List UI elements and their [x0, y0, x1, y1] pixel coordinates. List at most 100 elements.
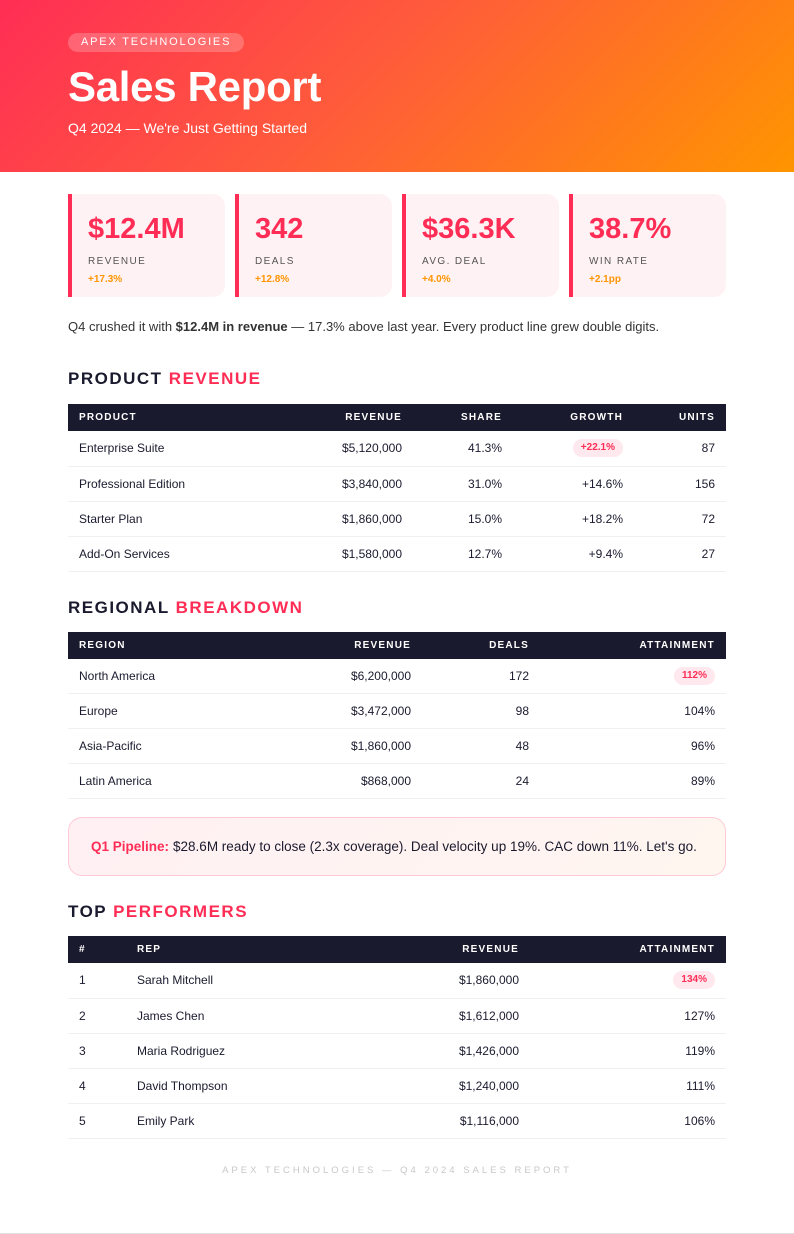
- cell-rank: 3: [68, 1033, 126, 1069]
- kpi-delta: +2.1pp: [589, 274, 621, 285]
- cell-share: 15.0%: [413, 501, 513, 537]
- cell-deals: 98: [422, 693, 540, 729]
- cell-attainment: 89%: [540, 763, 726, 799]
- cell-revenue: $1,116,000: [382, 1103, 530, 1139]
- kpi-value: $36.3K: [422, 213, 516, 245]
- cell-attainment: 111%: [530, 1068, 726, 1104]
- section-title-accent: REVENUE: [168, 369, 262, 388]
- cell-rank: 5: [68, 1103, 126, 1139]
- cell-attainment: 119%: [530, 1033, 726, 1069]
- cell-units: 72: [634, 501, 726, 537]
- cell-attainment: 96%: [540, 728, 726, 764]
- cell-revenue: $1,240,000: [382, 1068, 530, 1104]
- column-header: #: [79, 944, 86, 955]
- page-subtitle: Q4 2024 — We're Just Getting Started: [68, 120, 307, 136]
- kpi-card-win-rate: 38.7% WIN RATE +2.1pp: [569, 194, 726, 297]
- report-body: $12.4M REVENUE +17.3% 342 DEALS +12.8% $…: [0, 172, 794, 1176]
- table-row: 1 Sarah Mitchell $1,860,000 134%: [68, 963, 726, 999]
- section-title-top-performers: TOP PERFORMERS: [68, 902, 726, 922]
- report-header: APEX TECHNOLOGIES Sales Report Q4 2024 —…: [0, 0, 794, 172]
- kpi-value: 38.7%: [589, 213, 672, 245]
- column-header: ATTAINMENT: [639, 639, 715, 651]
- callout-lead: Q1 Pipeline:: [91, 839, 170, 854]
- table-row: North America $6,200,000 172 112%: [68, 658, 726, 694]
- cell-revenue: $1,580,000: [293, 536, 413, 572]
- table-header-row: # REP REVENUE ATTAINMENT: [68, 936, 726, 963]
- section-title-regional-breakdown: REGIONAL BREAKDOWN: [68, 598, 726, 618]
- cell-revenue: $1,860,000: [382, 963, 530, 999]
- cell-product: Starter Plan: [68, 501, 293, 537]
- column-header: DEALS: [489, 639, 529, 651]
- section-title-main: REGIONAL: [68, 597, 170, 617]
- kpi-label: REVENUE: [88, 256, 147, 267]
- section-title-main: PRODUCT: [68, 369, 163, 388]
- kpi-label: WIN RATE: [589, 256, 649, 267]
- kpi-value: $12.4M: [88, 213, 185, 245]
- cell-revenue: $1,860,000: [293, 501, 413, 537]
- column-header: REVENUE: [462, 944, 519, 955]
- table-row: Add-On Services $1,580,000 12.7% +9.4% 2…: [68, 536, 726, 572]
- cell-units: 27: [634, 536, 726, 572]
- table-row: 4 David Thompson $1,240,000 111%: [68, 1068, 726, 1104]
- kpi-label: DEALS: [255, 256, 295, 267]
- report-footer: APEX TECHNOLOGIES — Q4 2024 SALES REPORT: [222, 1164, 572, 1176]
- kpi-cards: $12.4M REVENUE +17.3% 342 DEALS +12.8% $…: [68, 194, 726, 297]
- column-header: REVENUE: [354, 639, 411, 651]
- cell-units: 87: [634, 431, 726, 467]
- cell-rank: 2: [68, 998, 126, 1034]
- table-row: 2 James Chen $1,612,000 127%: [68, 998, 726, 1034]
- cell-units: 156: [634, 466, 726, 502]
- column-header: REP: [137, 944, 162, 955]
- column-header: PRODUCT: [79, 412, 137, 423]
- section-title-main: TOP: [68, 902, 107, 921]
- table-header-row: PRODUCT REVENUE SHARE GROWTH UNITS: [68, 404, 726, 431]
- cell-rank: 1: [68, 963, 126, 999]
- cell-revenue: $868,000: [288, 763, 422, 799]
- table-row: Europe $3,472,000 98 104%: [68, 693, 726, 729]
- cell-rep: David Thompson: [126, 1068, 382, 1104]
- company-badge: APEX TECHNOLOGIES: [68, 33, 245, 52]
- table-row: Latin America $868,000 24 89%: [68, 763, 726, 799]
- section-title-product-revenue: PRODUCT REVENUE: [68, 369, 726, 389]
- cell-attainment: 127%: [530, 998, 726, 1034]
- cell-region: Latin America: [68, 763, 288, 799]
- kpi-card-revenue: $12.4M REVENUE +17.3%: [68, 194, 225, 297]
- q1-pipeline-callout: Q1 Pipeline: $28.6M ready to close (2.3x…: [68, 817, 726, 876]
- cell-region: North America: [68, 658, 288, 694]
- column-header: REGION: [79, 639, 126, 651]
- column-header: GROWTH: [570, 412, 623, 423]
- cell-deals: 172: [422, 658, 540, 694]
- cell-revenue: $6,200,000: [288, 658, 422, 694]
- cell-rep: Maria Rodriguez: [126, 1033, 382, 1069]
- column-header: SHARE: [460, 412, 502, 423]
- cell-growth: +9.4%: [513, 536, 634, 572]
- table-row: Asia-Pacific $1,860,000 48 96%: [68, 728, 726, 764]
- section-title-accent: BREAKDOWN: [175, 597, 304, 617]
- table-row: Enterprise Suite $5,120,000 41.3% +22.1%…: [68, 431, 726, 467]
- table-row: 5 Emily Park $1,116,000 106%: [68, 1103, 726, 1139]
- cell-region: Asia-Pacific: [68, 728, 288, 764]
- kpi-delta: +4.0%: [422, 274, 451, 285]
- summary-suffix: — 17.3% above last year. Every product l…: [287, 319, 660, 334]
- regional-breakdown-table: REGION REVENUE DEALS ATTAINMENT North Am…: [68, 631, 726, 799]
- cell-rep: Emily Park: [126, 1103, 382, 1139]
- cell-revenue: $1,612,000: [382, 998, 530, 1034]
- cell-share: 12.7%: [413, 536, 513, 572]
- product-revenue-table: PRODUCT REVENUE SHARE GROWTH UNITS Enter…: [68, 404, 726, 572]
- kpi-card-deals: 342 DEALS +12.8%: [235, 194, 392, 297]
- cell-growth: +14.6%: [513, 466, 634, 502]
- kpi-label: AVG. DEAL: [422, 256, 487, 267]
- cell-rank: 4: [68, 1068, 126, 1104]
- table-row: Starter Plan $1,860,000 15.0% +18.2% 72: [68, 501, 726, 537]
- cell-deals: 24: [422, 763, 540, 799]
- summary-prefix: Q4 crushed it with: [68, 319, 176, 334]
- cell-growth: +18.2%: [513, 501, 634, 537]
- cell-revenue: $3,840,000: [293, 466, 413, 502]
- callout-text: $28.6M ready to close (2.3x coverage). D…: [173, 839, 697, 854]
- cell-growth: +22.1%: [513, 431, 634, 467]
- section-title-accent: PERFORMERS: [113, 902, 249, 921]
- cell-attainment: 104%: [540, 693, 726, 729]
- column-header: REVENUE: [345, 412, 402, 423]
- cell-revenue: $5,120,000: [293, 431, 413, 467]
- summary-highlight: $12.4M in revenue: [175, 319, 288, 334]
